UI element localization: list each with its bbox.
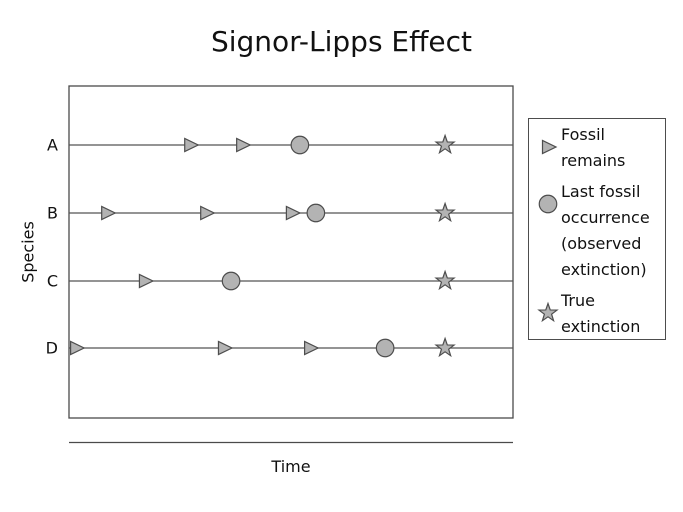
triangle-right-icon [535,122,561,172]
fossil-remains-marker [285,205,302,221]
last-fossil-occurrence-marker [290,135,310,155]
fossil-remains-marker [303,340,320,356]
y-axis-label: Species [18,221,38,283]
legend: Fossil remains Last fossil occurrence (o… [528,118,666,340]
fossil-remains-marker [101,205,117,221]
last-fossil-occurrence-marker [221,271,241,291]
circle-icon [535,179,561,229]
fossil-remains-marker [200,205,216,221]
species-tick-label: D [46,339,58,358]
fossil-remains-marker [184,137,200,153]
true-extinction-marker [434,269,456,291]
fossil-remains-marker [217,340,234,356]
species-tick-label: C [47,272,58,291]
last-fossil-occurrence-marker [375,338,395,358]
legend-item-fossil-remains: Fossil remains [535,122,659,174]
last-fossil-occurrence-marker [306,203,326,223]
legend-item-label: Fossil remains [561,125,626,170]
true-extinction-marker [434,133,456,155]
true-extinction-marker [434,201,456,223]
legend-item-last-fossil-occurrence: Last fossil occurrence (observed extinct… [535,179,659,283]
legend-item-label: True extinction [561,291,641,336]
triangle-right-legend-marker [541,139,558,155]
star-legend-marker [537,301,559,323]
fossil-remains-marker [70,340,86,356]
circle-legend-marker [538,194,558,214]
star-icon [535,288,561,338]
fossil-remains-marker [236,137,252,153]
plot-frame [68,85,514,419]
chart-title: Signor-Lipps Effect [210,25,473,58]
x-axis-label: Time [271,457,311,476]
true-extinction-marker [434,336,456,358]
species-tick-label: B [47,204,58,223]
fossil-remains-marker [138,273,155,289]
legend-item-true-extinction: True extinction [535,288,659,340]
legend-item-label: Last fossil occurrence (observed extinct… [561,182,650,279]
species-tick-label: A [47,136,58,155]
